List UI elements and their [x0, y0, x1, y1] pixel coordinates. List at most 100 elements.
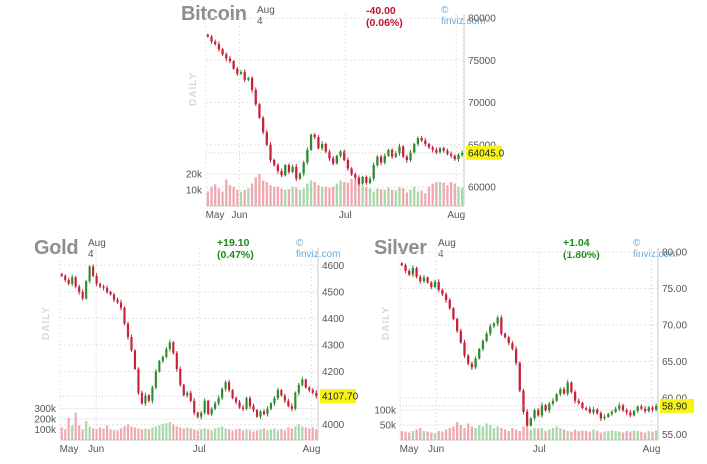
y-tick-label: 65.00 — [662, 357, 687, 368]
volume-bar — [655, 430, 658, 440]
candle-body — [306, 149, 309, 163]
candle-body — [214, 403, 217, 409]
volume-bar — [346, 182, 350, 206]
candle-body — [78, 286, 81, 292]
candle-body — [269, 403, 273, 409]
volume-bar — [298, 190, 302, 206]
volume-bar — [158, 425, 161, 440]
volume-bar — [259, 429, 262, 440]
candle-body — [247, 78, 250, 80]
volume-bar — [376, 188, 379, 206]
volume-bar — [112, 430, 116, 440]
candle-body — [119, 302, 123, 308]
volume-bar — [95, 429, 98, 440]
candle-body — [548, 403, 551, 411]
volume-bar — [442, 182, 445, 206]
candle-body — [261, 117, 265, 133]
y-tick-label: 80.00 — [662, 248, 687, 259]
candle-body — [88, 266, 91, 282]
last-price-tag — [466, 145, 502, 160]
candle-body — [241, 407, 245, 409]
candle-body — [489, 326, 492, 334]
volume-bar — [137, 428, 140, 440]
candle-body — [625, 410, 628, 413]
candle-body — [140, 392, 144, 404]
candle-body — [186, 392, 189, 396]
volume-bar — [123, 426, 126, 440]
volume-bar — [105, 425, 109, 440]
candle-body — [225, 54, 228, 59]
candle-body — [636, 406, 639, 412]
volume-bar — [492, 428, 496, 440]
candle-body — [248, 398, 252, 407]
volume-tick-label: 200k — [34, 415, 57, 426]
candle-body — [224, 382, 227, 389]
volume-bar — [280, 429, 283, 440]
volume-bar — [387, 187, 390, 206]
candle-body — [442, 148, 445, 151]
candle-body — [221, 49, 224, 55]
volume-bar — [245, 429, 248, 440]
candle-body — [577, 400, 580, 403]
candle-body — [109, 291, 112, 295]
volume-bar — [144, 428, 147, 440]
volume-bar — [207, 429, 210, 440]
source-link-bitcoin[interactable]: © finviz.com — [441, 5, 486, 27]
volume-bar — [448, 428, 451, 440]
y-tick-label: 4500 — [322, 287, 345, 298]
volume-bar — [168, 422, 171, 440]
candle-body — [408, 270, 411, 275]
volume-bar — [408, 432, 411, 440]
volume-bar — [102, 428, 105, 440]
volume-bar — [269, 429, 273, 440]
volume-bar — [470, 426, 474, 440]
volume-bar — [632, 430, 636, 440]
candle-body — [643, 408, 647, 412]
candle-body — [85, 281, 88, 299]
volume-bar — [570, 431, 573, 440]
volume-bar — [411, 431, 415, 440]
volume-bar — [224, 428, 227, 440]
source-link-silver[interactable]: © finviz.com — [633, 238, 678, 260]
y-tick-label: 75000 — [468, 56, 496, 67]
candle-body — [283, 395, 286, 401]
volume-bar — [500, 428, 503, 440]
candle-body — [448, 300, 451, 309]
volume-bar — [562, 429, 566, 440]
volume-bar — [284, 190, 287, 206]
volume-bar — [85, 421, 88, 440]
volume-bar — [266, 430, 269, 440]
volume-bar — [200, 429, 203, 440]
candle-body — [324, 143, 327, 152]
volume-bar — [324, 186, 327, 206]
candle-body — [221, 388, 224, 399]
candle-body — [71, 277, 74, 284]
candle-body — [390, 149, 394, 157]
candle-body — [144, 395, 147, 404]
candle-body — [200, 412, 203, 417]
x-tick-label: Aug — [447, 210, 465, 221]
candle-body — [262, 411, 266, 415]
volume-bar — [441, 431, 444, 440]
volume-bar — [165, 423, 168, 440]
volume-bar — [221, 191, 224, 206]
volume-bar — [365, 186, 368, 206]
volume-bar — [419, 428, 422, 440]
candle-body — [259, 411, 262, 417]
candle-body — [298, 173, 302, 179]
volume-bar — [474, 428, 477, 440]
volume-bar — [581, 430, 584, 440]
candle-body — [313, 134, 316, 138]
candle-body — [607, 413, 610, 417]
volume-bar — [422, 431, 426, 440]
candle-body — [339, 151, 342, 156]
candle-body — [621, 405, 625, 411]
candle-body — [430, 282, 433, 288]
volume-bar — [302, 188, 305, 206]
volume-bar — [203, 428, 206, 440]
y-tick-label: 4200 — [322, 367, 345, 378]
volume-bar — [394, 190, 397, 206]
volume-bar — [228, 429, 231, 440]
volume-bar — [361, 185, 364, 206]
candle-body — [290, 406, 293, 409]
